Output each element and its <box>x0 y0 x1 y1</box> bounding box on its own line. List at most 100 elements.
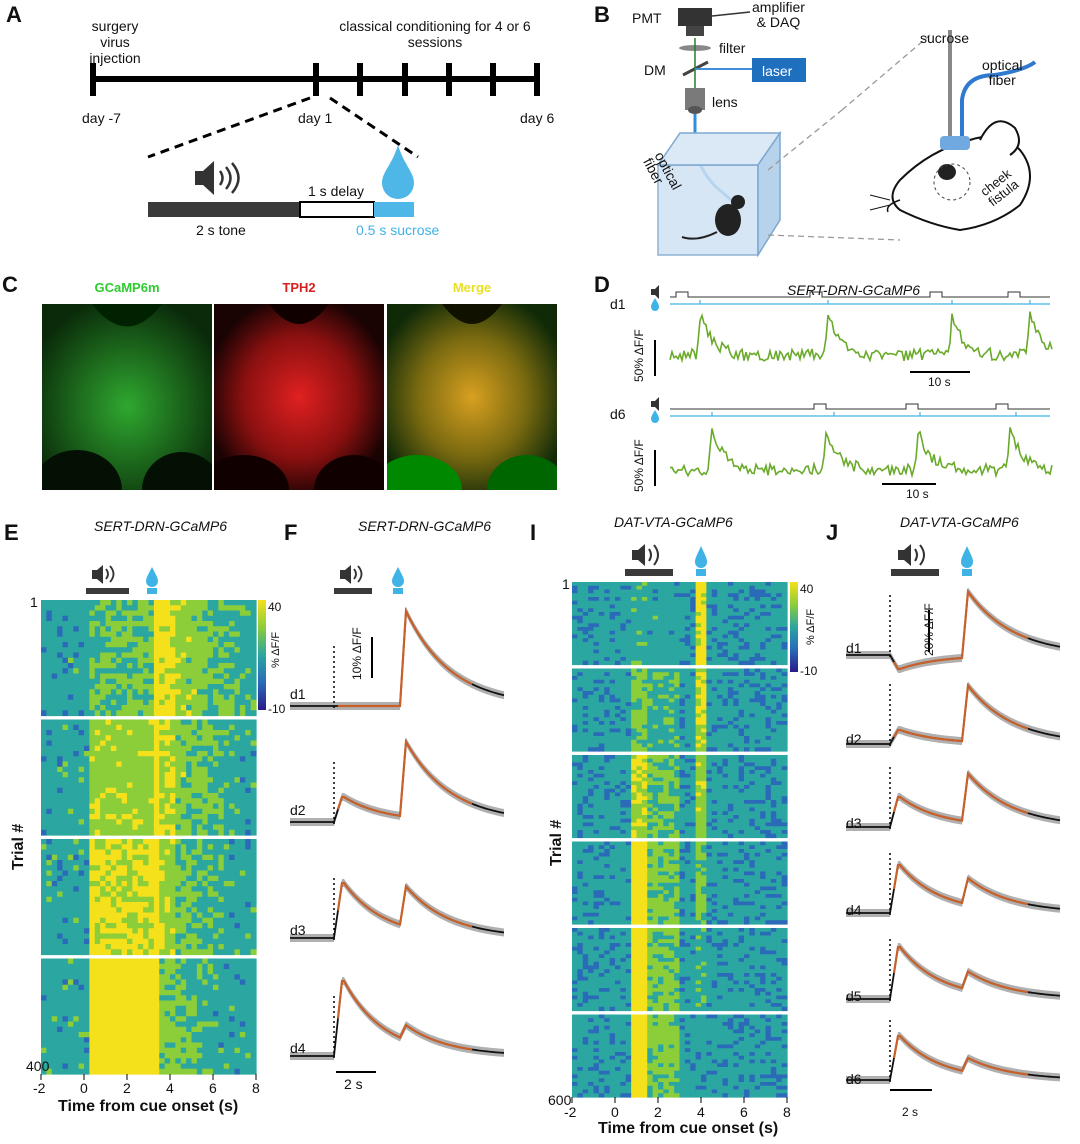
heatmap-cell <box>250 652 257 659</box>
panel-a-letter: A <box>6 2 22 27</box>
heatmap-cell <box>191 657 198 664</box>
heatmap-cell <box>765 679 772 685</box>
heatmap-cell <box>207 886 214 893</box>
heatmap-cell <box>100 766 107 773</box>
heatmap-cell <box>727 642 734 647</box>
heatmap-cell <box>84 969 90 975</box>
heatmap-cell <box>749 657 756 662</box>
heatmap-cell <box>67 808 74 815</box>
heatmap-cell <box>218 719 225 726</box>
heatmap-cell <box>218 761 225 768</box>
heatmap-cell <box>41 1058 47 1065</box>
heatmap-cell <box>572 619 578 624</box>
heatmap-cell <box>78 761 85 768</box>
heatmap-cell <box>143 944 150 950</box>
heatmap-cell <box>143 699 150 706</box>
heatmap-cell <box>245 974 252 981</box>
heatmap-cell <box>175 917 182 924</box>
heatmap-cell <box>191 699 198 706</box>
heatmap-cell <box>706 709 713 715</box>
heatmap-cell <box>749 653 756 658</box>
heatmap-cell <box>51 808 58 815</box>
heatmap-cell <box>46 694 53 701</box>
heatmap-cell <box>132 626 139 633</box>
heatmap-cell <box>711 600 718 606</box>
heatmap-cell <box>620 615 627 621</box>
heatmap-cell <box>727 645 734 651</box>
heatmap-cell <box>598 672 605 677</box>
heatmap-cell <box>46 631 53 638</box>
heatmap-cell <box>170 808 176 815</box>
heatmap-cell <box>57 907 64 914</box>
heatmap-cell <box>218 1032 225 1038</box>
heatmap-cell <box>57 647 64 654</box>
heatmap-cell <box>223 1021 230 1028</box>
heatmap-cell <box>84 787 90 794</box>
heatmap-cell <box>717 672 724 677</box>
heatmap-cell <box>148 642 155 648</box>
heatmap-cell <box>148 1037 155 1044</box>
heatmap-cell <box>647 668 654 673</box>
heatmap-cell <box>717 676 724 681</box>
heatmap-cell <box>690 615 697 621</box>
heatmap-cell <box>636 612 643 617</box>
heatmap-cell <box>148 912 155 919</box>
heatmap-cell <box>110 917 117 924</box>
heatmap-cell <box>593 691 600 696</box>
heatmap-cell <box>137 844 144 851</box>
heatmap-cell <box>67 735 74 742</box>
heatmap-cell <box>164 636 171 643</box>
heatmap-cell <box>110 824 117 831</box>
heatmap-cell <box>727 623 734 628</box>
heatmap-cell <box>164 928 171 935</box>
heatmap-cell <box>250 730 257 736</box>
heatmap-cell <box>78 1053 85 1059</box>
heatmap-cell <box>180 891 187 898</box>
heatmap-cell <box>62 756 69 763</box>
heatmap-cell <box>620 687 627 692</box>
heatmap-cell <box>776 585 783 591</box>
heatmap-cell <box>73 819 80 826</box>
heatmap-cell <box>776 597 783 602</box>
heatmap-cell <box>572 672 578 677</box>
heatmap-cell <box>631 623 638 628</box>
heatmap-cell <box>223 740 230 747</box>
heatmap-cell <box>733 619 740 624</box>
heatmap-cell <box>674 672 681 677</box>
heatmap-cell <box>148 819 155 826</box>
heatmap-cell <box>153 979 160 986</box>
heatmap-cell <box>636 600 643 606</box>
heatmap-cell <box>73 1016 80 1023</box>
heatmap-cell <box>191 949 198 956</box>
heatmap-cell <box>51 1068 58 1075</box>
heatmap-cell <box>196 860 203 866</box>
heatmap-cell <box>213 684 219 690</box>
heatmap-cell <box>164 974 171 981</box>
heatmap-cell <box>239 694 246 701</box>
heatmap-cell <box>668 612 675 617</box>
heatmap-cell <box>647 615 654 621</box>
heatmap-cell <box>572 585 578 591</box>
heatmap-cell <box>620 657 627 662</box>
heatmap-cell <box>51 984 58 991</box>
heatmap-cell <box>105 756 112 763</box>
heatmap-cell <box>744 645 750 651</box>
heatmap-cell <box>137 829 144 836</box>
heatmap-cell <box>67 766 74 773</box>
heatmap-cell <box>207 745 214 752</box>
heatmap-cell <box>73 719 80 726</box>
heatmap-cell <box>668 691 675 696</box>
heatmap-cell <box>598 612 605 617</box>
heatmap-cell <box>116 979 123 986</box>
heatmap-cell <box>137 990 144 996</box>
heatmap-cell <box>234 1063 241 1070</box>
heatmap-cell <box>239 1037 246 1044</box>
heatmap-cell <box>170 917 176 924</box>
heatmap-cell <box>245 710 252 717</box>
heatmap-cell <box>67 907 74 914</box>
heatmap-cell <box>770 642 777 647</box>
heatmap-cell <box>127 689 133 696</box>
heatmap-cell <box>609 612 616 617</box>
heatmap-cell <box>196 891 203 898</box>
heatmap-cell <box>229 974 236 981</box>
